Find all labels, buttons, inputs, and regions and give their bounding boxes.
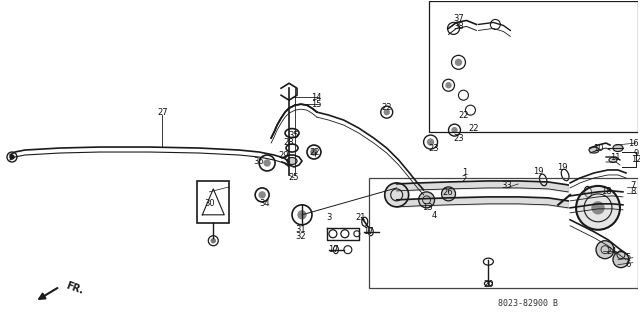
Text: 24: 24 [607, 247, 617, 256]
Text: 1: 1 [462, 168, 467, 177]
Text: 6: 6 [625, 260, 630, 269]
Circle shape [264, 160, 270, 166]
Text: 28: 28 [284, 137, 294, 146]
Text: 37: 37 [453, 14, 464, 23]
Text: 12: 12 [630, 155, 640, 165]
Text: 36: 36 [254, 158, 264, 167]
Text: 14: 14 [310, 93, 321, 102]
Text: 16: 16 [628, 138, 639, 148]
Text: 9: 9 [633, 149, 639, 158]
Circle shape [576, 186, 620, 230]
Bar [369, 178, 638, 287]
Ellipse shape [287, 158, 297, 165]
Text: 11: 11 [610, 152, 620, 161]
Text: 22: 22 [310, 147, 320, 157]
Text: 13: 13 [422, 203, 433, 212]
Text: 26: 26 [442, 189, 453, 197]
Text: 3: 3 [326, 213, 332, 222]
Text: 22: 22 [468, 123, 479, 133]
Text: 19: 19 [533, 167, 543, 176]
Text: 30: 30 [204, 199, 214, 208]
Text: 20: 20 [483, 280, 493, 289]
Circle shape [385, 183, 409, 207]
Text: 15: 15 [310, 100, 321, 109]
Bar [429, 1, 638, 132]
Text: 18: 18 [601, 187, 611, 197]
Text: 8023-82900 B: 8023-82900 B [499, 299, 558, 308]
Text: 17: 17 [364, 227, 374, 236]
Circle shape [596, 241, 614, 259]
Bar [197, 181, 229, 223]
Circle shape [442, 187, 456, 201]
Ellipse shape [609, 158, 617, 162]
Text: 29: 29 [279, 151, 289, 160]
Text: 17: 17 [328, 245, 339, 254]
Text: 35: 35 [289, 130, 300, 140]
Text: 10: 10 [593, 144, 604, 152]
Text: 38: 38 [453, 22, 464, 31]
Text: 23: 23 [428, 144, 439, 152]
Circle shape [452, 128, 457, 133]
Ellipse shape [613, 145, 623, 152]
Circle shape [211, 239, 215, 243]
Text: 31: 31 [296, 225, 307, 234]
Text: 19: 19 [557, 163, 568, 173]
Ellipse shape [589, 147, 599, 153]
Text: 22: 22 [381, 103, 392, 112]
Text: FR.: FR. [65, 281, 85, 296]
Text: 5: 5 [625, 253, 630, 262]
Text: 4: 4 [432, 211, 437, 220]
Circle shape [311, 149, 317, 155]
Text: 27: 27 [157, 108, 168, 117]
Circle shape [259, 192, 265, 198]
Circle shape [592, 202, 604, 214]
Circle shape [428, 139, 433, 145]
Circle shape [298, 211, 306, 219]
Circle shape [456, 59, 461, 65]
Text: 23: 23 [453, 134, 464, 143]
Text: 22: 22 [458, 111, 468, 120]
Circle shape [446, 83, 451, 88]
Text: 33: 33 [501, 182, 512, 190]
Circle shape [384, 110, 389, 115]
Text: 7: 7 [630, 182, 636, 190]
Circle shape [613, 252, 629, 268]
Text: 25: 25 [289, 174, 300, 182]
Text: 21: 21 [356, 213, 366, 222]
Text: 2: 2 [462, 175, 467, 184]
Text: 32: 32 [296, 232, 307, 241]
Circle shape [419, 192, 435, 208]
Circle shape [10, 155, 14, 159]
Text: 34: 34 [259, 199, 269, 208]
Text: 8: 8 [630, 187, 636, 197]
